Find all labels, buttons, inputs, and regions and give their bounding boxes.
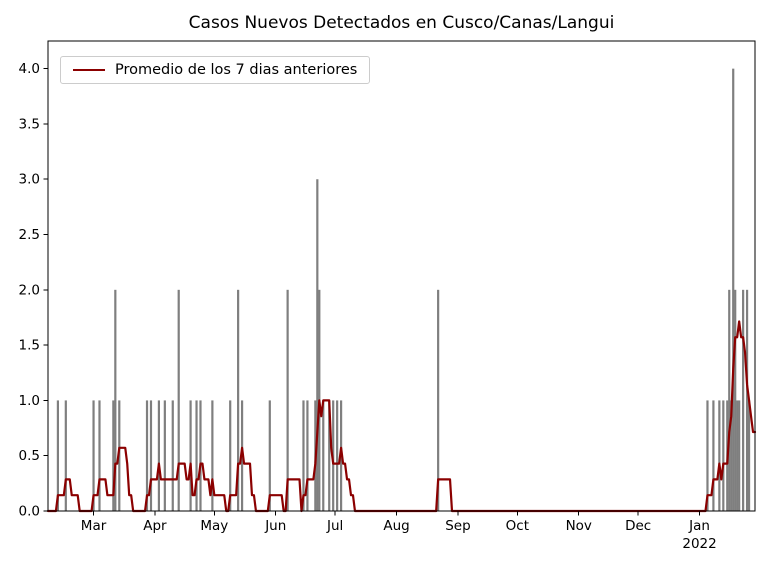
y-tick-label: 3.5: [19, 116, 40, 132]
x-tick-label: Jun: [264, 518, 286, 534]
legend-line-sample: [73, 69, 105, 71]
daily-cases-bar: [728, 289, 731, 511]
x-tick-label: Aug: [383, 518, 409, 534]
daily-cases-bar: [149, 400, 153, 511]
daily-cases-bar: [722, 400, 725, 511]
daily-cases-bar: [328, 400, 331, 511]
x-tick-label: Mar: [81, 518, 107, 534]
x-tick-label: Apr: [143, 518, 167, 534]
daily-cases-bar: [189, 400, 192, 511]
daily-cases-bar: [98, 400, 101, 511]
daily-cases-bar: [730, 400, 733, 511]
legend: Promedio de los 7 dias anteriores: [60, 56, 371, 84]
x-tick-label: Jan: [688, 518, 710, 534]
y-tick-label: 0.0: [19, 504, 40, 520]
daily-cases-bar: [92, 400, 95, 511]
daily-cases-bar: [742, 289, 745, 511]
daily-cases-bar: [437, 289, 440, 511]
y-tick-label: 4.0: [19, 61, 40, 77]
x-tick-label: Nov: [566, 518, 592, 534]
daily-cases-bar: [738, 400, 741, 511]
x-tick-year-label: 2022: [682, 536, 716, 552]
daily-cases-bar: [736, 400, 739, 511]
chart-title: Casos Nuevos Detectados en Cusco/Canas/L…: [188, 13, 615, 33]
daily-cases-bar: [237, 289, 240, 511]
y-tick-label: 0.5: [19, 448, 40, 464]
x-tick-label: Dec: [625, 518, 651, 534]
daily-cases-bar: [745, 289, 749, 511]
daily-cases-bar: [718, 400, 721, 511]
daily-cases-bar: [195, 400, 198, 511]
x-tick-label: Jul: [326, 518, 343, 534]
daily-cases-bar: [286, 289, 289, 511]
daily-cases-bar: [732, 68, 735, 512]
daily-cases-bar: [747, 400, 751, 511]
daily-cases-bar: [268, 400, 271, 511]
x-tick-label: May: [200, 518, 228, 534]
y-tick-label: 1.0: [19, 393, 40, 409]
y-tick-label: 1.5: [19, 338, 40, 354]
daily-cases-bar: [306, 400, 309, 511]
x-tick-label: Oct: [506, 518, 529, 534]
daily-cases-bar: [211, 400, 214, 511]
daily-cases-bar: [302, 400, 305, 511]
daily-cases-bar: [199, 400, 202, 511]
daily-cases-bar: [145, 400, 149, 511]
daily-cases-bar: [114, 289, 117, 511]
daily-cases-bar: [316, 179, 319, 512]
y-tick-label: 2.0: [19, 282, 40, 298]
daily-cases-bar: [229, 400, 232, 511]
y-tick-label: 3.0: [19, 172, 40, 188]
plot-border: [47, 40, 756, 512]
x-tick-label: Sep: [445, 518, 470, 534]
daily-cases-bar: [336, 400, 339, 511]
legend-label: Promedio de los 7 dias anteriores: [115, 62, 358, 78]
daily-cases-bar: [64, 400, 67, 511]
daily-cases-bar: [171, 400, 174, 511]
daily-cases-bar: [712, 400, 715, 511]
daily-cases-bar: [157, 400, 160, 511]
daily-cases-bar: [112, 400, 115, 511]
y-tick-label: 2.5: [19, 227, 40, 243]
daily-cases-bar: [177, 289, 180, 511]
daily-cases-bar: [56, 400, 59, 511]
daily-cases-bar: [322, 400, 325, 511]
daily-cases-bar: [163, 400, 166, 511]
daily-cases-bar: [734, 289, 737, 511]
daily-cases-bar: [706, 400, 709, 511]
